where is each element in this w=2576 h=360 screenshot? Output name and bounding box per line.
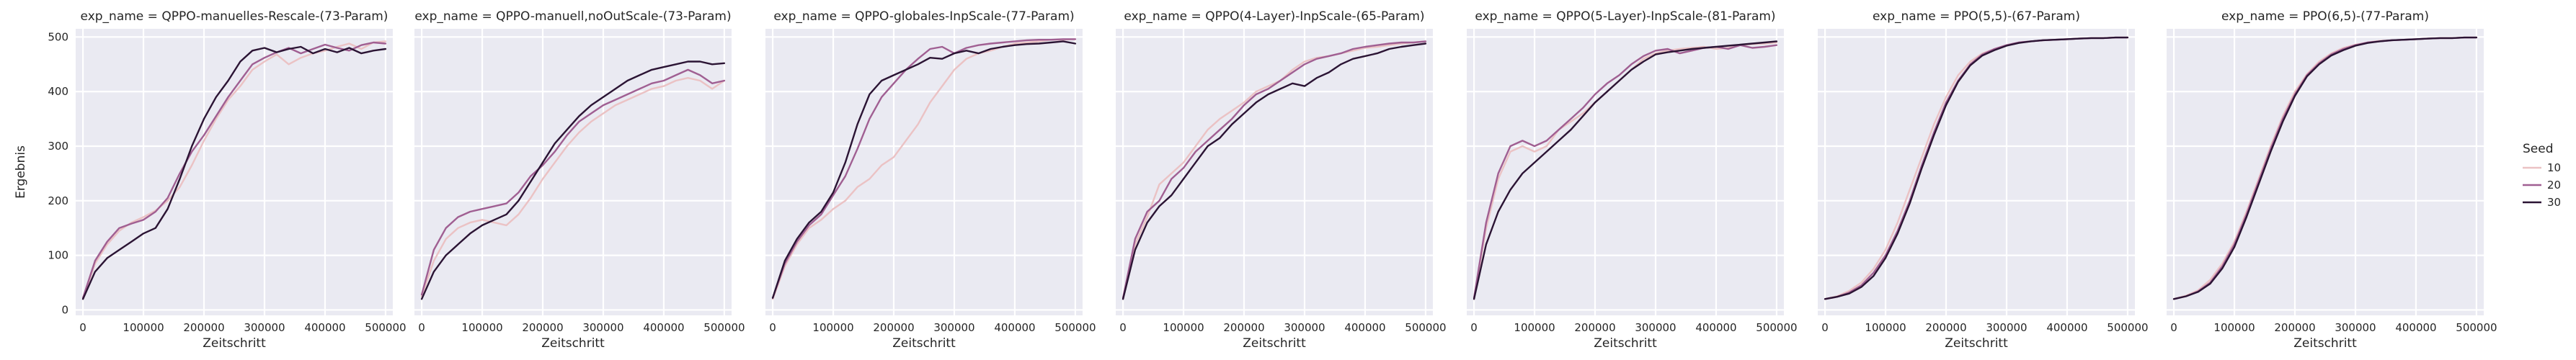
series-line-seed-30 <box>1122 42 1427 300</box>
x-tick-label: 500000 <box>703 321 745 334</box>
x-axis-label: Zeitschritt <box>1945 336 2008 351</box>
panel-background <box>1818 29 2135 315</box>
series-line-seed-30 <box>420 60 726 300</box>
y-tick-label: 100 <box>48 249 68 262</box>
x-tick-label: 500000 <box>1756 321 1797 334</box>
x-axis-label: Zeitschritt <box>203 336 266 351</box>
y-tick-label: 300 <box>48 140 68 153</box>
x-tick-label: 500000 <box>1405 321 1446 334</box>
panel-background <box>1116 29 1433 315</box>
x-tick-label: 400000 <box>1695 321 1736 334</box>
series-line-seed-30 <box>771 40 1077 299</box>
series-line-seed-20 <box>420 68 726 296</box>
x-tick-label: 300000 <box>933 321 974 334</box>
x-tick-label: 200000 <box>1223 321 1264 334</box>
panel-title: exp_name = PPO(6,5)-(77-Param) <box>2221 9 2429 24</box>
x-tick-label: 200000 <box>1925 321 1966 334</box>
panel-background <box>2167 29 2484 315</box>
series-line-seed-10 <box>1122 40 1427 300</box>
x-tick-label: 300000 <box>244 321 285 334</box>
series-line-seed-20 <box>1122 40 1427 299</box>
x-tick-label: 100000 <box>1514 321 1555 334</box>
x-tick-label: 200000 <box>873 321 914 334</box>
x-tick-label: 400000 <box>2046 321 2087 334</box>
series-line-seed-20 <box>81 41 387 299</box>
x-tick-label: 500000 <box>1054 321 1096 334</box>
panel-title: exp_name = PPO(5,5)-(67-Param) <box>1873 9 2080 24</box>
x-tick-label: 400000 <box>994 321 1035 334</box>
series-line-seed-10 <box>420 76 726 297</box>
panel-title: exp_name = QPPO-manuell,noOutScale-(73-P… <box>414 9 731 24</box>
y-tick-label: 500 <box>48 30 68 43</box>
x-tick-label: 100000 <box>812 321 853 334</box>
x-tick-label: 400000 <box>2395 321 2436 334</box>
series-line-seed-30 <box>2172 36 2478 300</box>
panel-background <box>1467 29 1784 315</box>
x-tick-label: 300000 <box>2335 321 2376 334</box>
series-line-seed-20 <box>771 38 1077 299</box>
x-tick-label: 0 <box>79 321 86 334</box>
x-axis-label: Zeitschritt <box>2293 336 2357 351</box>
panel-background <box>76 29 393 315</box>
x-tick-label: 500000 <box>2107 321 2148 334</box>
x-tick-label: 500000 <box>365 321 406 334</box>
x-tick-label: 100000 <box>461 321 502 334</box>
panel-title: exp_name = QPPO-manuelles-Rescale-(73-Pa… <box>81 9 388 24</box>
x-tick-label: 300000 <box>1986 321 2027 334</box>
x-tick-label: 300000 <box>1635 321 1676 334</box>
x-tick-label: 200000 <box>1574 321 1615 334</box>
y-tick-label: 200 <box>48 194 68 207</box>
x-tick-label: 500000 <box>2456 321 2497 334</box>
x-tick-label: 0 <box>2170 321 2177 334</box>
x-tick-label: 100000 <box>1163 321 1204 334</box>
y-tick-label: 400 <box>48 85 68 98</box>
x-axis-label: Zeitschritt <box>1594 336 1657 351</box>
x-tick-label: 0 <box>769 321 776 334</box>
x-tick-label: 100000 <box>1865 321 1906 334</box>
legend-title: Seed <box>2523 142 2554 156</box>
x-axis-label: Zeitschritt <box>1243 336 1306 351</box>
series-line-seed-10 <box>771 38 1077 300</box>
y-axis-label: Ergebnis <box>14 145 28 199</box>
x-tick-label: 0 <box>1470 321 1478 334</box>
x-tick-label: 400000 <box>304 321 345 334</box>
x-tick-label: 300000 <box>1284 321 1325 334</box>
x-tick-label: 200000 <box>522 321 563 334</box>
x-tick-label: 200000 <box>183 321 224 334</box>
x-tick-label: 300000 <box>582 321 623 334</box>
legend-label-seed-20: 20 <box>2547 179 2561 192</box>
series-line-seed-30 <box>1824 36 2129 300</box>
x-tick-label: 0 <box>418 321 425 334</box>
x-axis-label: Zeitschritt <box>892 336 956 351</box>
x-tick-label: 0 <box>1119 321 1127 334</box>
panel-background <box>765 29 1083 315</box>
panel-title: exp_name = QPPO(4-Layer)-InpScale-(65-Pa… <box>1124 9 1424 24</box>
legend-label-seed-30: 30 <box>2547 196 2561 209</box>
panel-title: exp_name = QPPO-globales-InpScale-(77-Pa… <box>773 9 1074 24</box>
x-tick-label: 100000 <box>2213 321 2255 334</box>
x-tick-label: 400000 <box>1344 321 1385 334</box>
panel-background <box>414 29 732 315</box>
x-tick-label: 200000 <box>2274 321 2315 334</box>
series-line-seed-30 <box>1473 40 1778 300</box>
x-axis-label: Zeitschritt <box>541 336 605 351</box>
x-tick-label: 100000 <box>123 321 164 334</box>
series-line-seed-30 <box>81 45 387 300</box>
x-tick-label: 400000 <box>643 321 684 334</box>
series-line-seed-20 <box>1473 44 1778 299</box>
x-tick-label: 0 <box>1821 321 1829 334</box>
panel-title: exp_name = QPPO(5-Layer)-InpScale-(81-Pa… <box>1475 9 1775 24</box>
y-tick-label: 0 <box>61 303 68 316</box>
legend-label-seed-10: 10 <box>2547 161 2561 174</box>
